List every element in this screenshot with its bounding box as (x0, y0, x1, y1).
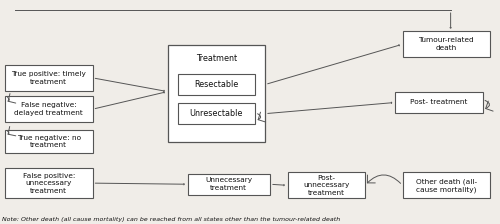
Text: Other death (all-
cause mortality): Other death (all- cause mortality) (416, 178, 477, 193)
FancyBboxPatch shape (178, 103, 255, 124)
FancyBboxPatch shape (5, 65, 92, 91)
FancyBboxPatch shape (402, 31, 490, 57)
FancyBboxPatch shape (5, 168, 92, 198)
FancyBboxPatch shape (188, 174, 270, 195)
Text: True negative: no
treatment: True negative: no treatment (16, 135, 81, 149)
Text: Resectable: Resectable (194, 80, 238, 89)
FancyBboxPatch shape (5, 130, 92, 153)
FancyBboxPatch shape (178, 74, 255, 95)
Text: False positive:
unnecessary
treatment: False positive: unnecessary treatment (22, 173, 75, 194)
Text: Post- treatment: Post- treatment (410, 99, 468, 106)
Text: Treatment: Treatment (196, 54, 237, 63)
Text: Post-
unnecessary
treatment: Post- unnecessary treatment (303, 175, 350, 196)
FancyBboxPatch shape (168, 45, 265, 142)
Text: Unnecessary
treatment: Unnecessary treatment (205, 177, 252, 191)
Text: Note: Other death (all cause mortality) can be reached from all states other tha: Note: Other death (all cause mortality) … (2, 217, 341, 222)
FancyBboxPatch shape (5, 96, 92, 122)
Text: Tumour-related
death: Tumour-related death (418, 37, 474, 51)
Text: False negative:
delayed treatment: False negative: delayed treatment (14, 102, 83, 116)
FancyBboxPatch shape (288, 172, 365, 198)
Text: Unresectable: Unresectable (190, 109, 243, 118)
Text: True positive: timely
treatment: True positive: timely treatment (12, 71, 86, 85)
FancyBboxPatch shape (395, 92, 482, 113)
FancyBboxPatch shape (402, 172, 490, 198)
